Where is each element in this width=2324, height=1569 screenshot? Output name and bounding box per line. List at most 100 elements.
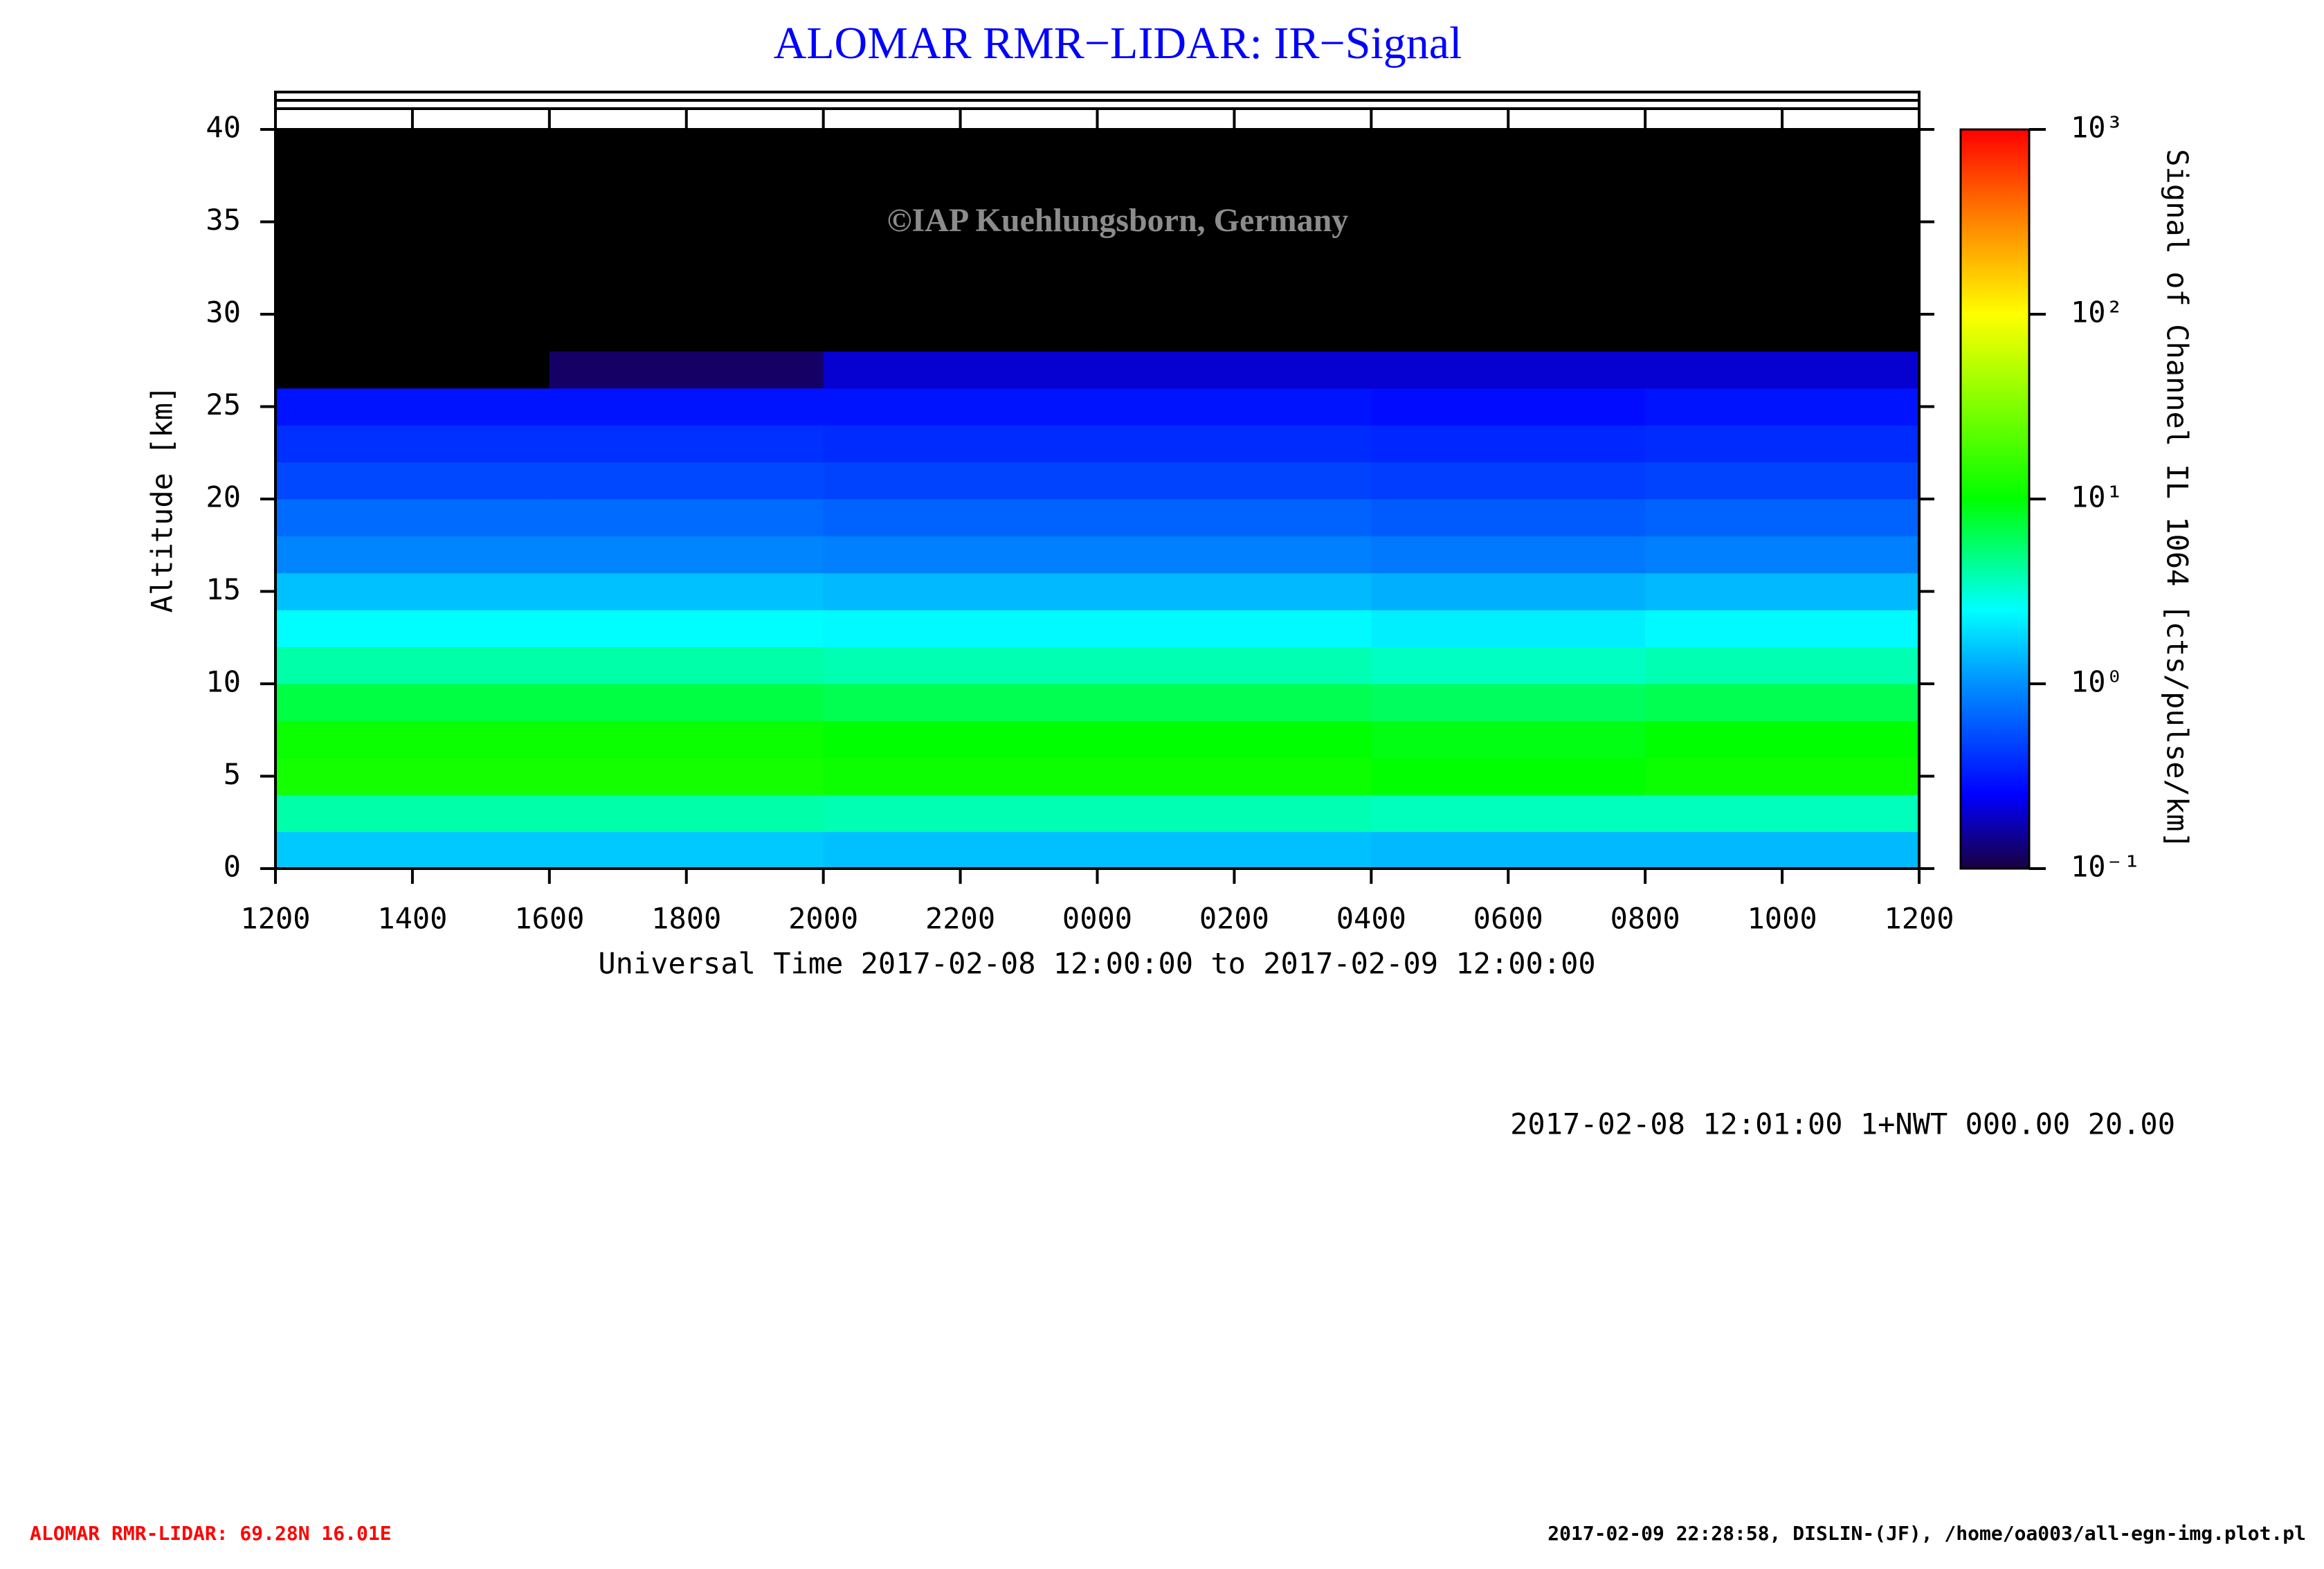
footer-left: ALOMAR RMR-LIDAR: 69.28N 16.01E: [30, 1522, 392, 1545]
heatmap-cell: [275, 203, 550, 241]
heatmap-cell: [1097, 831, 1372, 869]
colorbar-tick-label: 10²: [2071, 296, 2123, 329]
heatmap-cell: [823, 831, 1098, 869]
footer-right: 2017-02-09 22:28:58, DISLIN-(JF), /home/…: [1547, 1522, 2306, 1545]
heatmap-cell: [275, 166, 550, 204]
heatmap-cell: [1371, 277, 1646, 315]
heatmap-cell: [275, 351, 550, 389]
heatmap-cell: [549, 720, 824, 759]
heatmap-cell: [1645, 351, 1920, 389]
y-tick-label: 40: [206, 111, 241, 145]
x-tick-label: 1200: [1884, 902, 1954, 936]
heatmap-cell: [549, 536, 824, 574]
x-tick-label: 0000: [1062, 902, 1132, 936]
watermark: ©IAP Kuehlungsborn, Germany: [887, 202, 1349, 239]
heatmap-cell: [275, 277, 550, 315]
heatmap-cell: [1371, 462, 1646, 500]
heatmap-cell: [1371, 240, 1646, 278]
heatmap-cell: [1371, 166, 1646, 204]
heatmap-cell: [549, 572, 824, 610]
x-tick-label: 2000: [788, 902, 858, 936]
heatmap-cell: [823, 166, 1098, 204]
x-tick-label: 0800: [1610, 902, 1680, 936]
heatmap-cell: [549, 240, 824, 278]
heatmap-cell: [1097, 425, 1372, 463]
x-tick-label: 0600: [1473, 902, 1543, 936]
heatmap-cell: [275, 129, 550, 167]
heatmap-cell: [1097, 129, 1372, 167]
heatmap-cell: [823, 572, 1098, 610]
heatmap-cell: [1371, 129, 1646, 167]
heatmap-cell: [549, 314, 824, 352]
colorbar: [1959, 128, 2031, 870]
heatmap-cell: [823, 757, 1098, 795]
heatmap-cell: [1371, 425, 1646, 463]
heatmap-cell: [1371, 203, 1646, 241]
heatmap-cell: [1645, 166, 1920, 204]
heatmap-cell: [275, 388, 550, 426]
heatmap-cell: [1097, 795, 1372, 833]
heatmap-cell: [1371, 499, 1646, 536]
heatmap-cell: [1371, 610, 1646, 648]
heatmap-cell: [549, 831, 824, 869]
heatmap-cell: [549, 425, 824, 463]
heatmap-cell: [275, 646, 550, 684]
colorbar-tick-label: 10⁻¹: [2071, 850, 2141, 884]
heatmap-cell: [1371, 720, 1646, 759]
heatmap-cell: [1097, 388, 1372, 426]
heatmap-cell: [1097, 572, 1372, 610]
heatmap-cell: [1371, 646, 1646, 684]
heatmap-cell: [1645, 388, 1920, 426]
heatmap-cell: [1371, 757, 1646, 795]
heatmap-cell: [1371, 351, 1646, 389]
heatmap-cell: [275, 610, 550, 648]
heatmap-cell: [275, 536, 550, 574]
heatmap-cell: [1371, 684, 1646, 721]
heatmap-cell: [1645, 277, 1920, 315]
chart-title: ALOMAR RMR−LIDAR: IR−Signal: [774, 18, 1462, 69]
heatmap-cell: [823, 684, 1098, 721]
heatmap-cell: [1645, 795, 1920, 833]
heatmap-cell: [1097, 314, 1372, 352]
y-tick-label: 0: [224, 850, 241, 884]
heatmap-cell: [275, 499, 550, 536]
heatmap-cell: [1645, 203, 1920, 241]
heatmap-cell: [549, 462, 824, 500]
x-tick-label: 1200: [240, 902, 310, 936]
heatmap-cell: [823, 610, 1098, 648]
y-axis-label: Altitude [km]: [145, 386, 179, 613]
heatmap-cell: [1645, 129, 1920, 167]
heatmap-cell: [1645, 314, 1920, 352]
y-tick-label: 25: [206, 388, 241, 421]
heatmap-cell: [549, 129, 824, 167]
heatmap-cell: [1645, 684, 1920, 721]
heatmap-cell: [1097, 536, 1372, 574]
heatmap-cell: [275, 684, 550, 721]
heatmap-cell: [1097, 684, 1372, 721]
colorbar-tick-label: 10⁰: [2071, 665, 2123, 699]
heatmap-cell: [1097, 757, 1372, 795]
y-tick-label: 20: [206, 480, 241, 514]
heatmap-cell: [823, 240, 1098, 278]
heatmap-cell: [1097, 203, 1372, 241]
heatmap-cell: [1645, 757, 1920, 795]
y-tick-label: 35: [206, 203, 241, 237]
heatmap-cell: [823, 425, 1098, 463]
heatmap-cell: [275, 425, 550, 463]
heatmap-cell: [1371, 795, 1646, 833]
info-text: 2017-02-08 12:01:00 1+NWT 000.00 20.00: [1510, 1107, 2175, 1141]
heatmap-cell: [275, 240, 550, 278]
x-tick-label: 1400: [377, 902, 447, 936]
heatmap-cell: [1645, 720, 1920, 759]
x-tick-label: 0200: [1199, 902, 1269, 936]
heatmap-cell: [823, 388, 1098, 426]
heatmap-cell: [823, 129, 1098, 167]
heatmap-cell: [1097, 240, 1372, 278]
heatmap-cell: [823, 720, 1098, 759]
heatmap-cell: [1645, 572, 1920, 610]
heatmap-cell: [549, 795, 824, 833]
heatmap-cell: [823, 462, 1098, 500]
heatmap-cell: [1645, 425, 1920, 463]
